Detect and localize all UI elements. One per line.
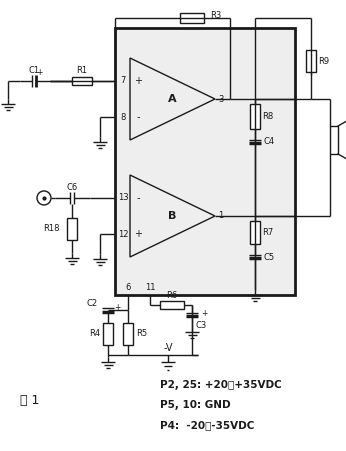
Text: P4:  -20～-35VDC: P4: -20～-35VDC — [160, 420, 254, 430]
Bar — [160, 301, 184, 309]
Text: R9: R9 — [318, 56, 329, 65]
Bar — [180, 13, 204, 23]
Text: R6: R6 — [166, 290, 177, 299]
Text: P2, 25: +20～+35VDC: P2, 25: +20～+35VDC — [160, 380, 282, 390]
Text: 13: 13 — [118, 193, 128, 202]
Text: C4: C4 — [263, 138, 274, 147]
Bar — [103, 323, 113, 345]
Text: R1: R1 — [76, 66, 88, 75]
Text: 7: 7 — [120, 77, 126, 85]
Text: R7: R7 — [262, 228, 273, 237]
Text: 图 1: 图 1 — [20, 394, 39, 406]
Text: -: - — [136, 112, 140, 122]
Text: R18: R18 — [44, 225, 60, 234]
Text: 3: 3 — [218, 95, 224, 103]
Text: 6: 6 — [125, 282, 131, 291]
Bar — [250, 221, 260, 244]
Text: 1: 1 — [218, 212, 224, 221]
Bar — [306, 50, 316, 72]
Text: -V: -V — [163, 343, 173, 353]
Text: 8: 8 — [120, 113, 126, 121]
Text: P5, 10: GND: P5, 10: GND — [160, 400, 231, 410]
Bar — [330, 126, 338, 154]
Text: R8: R8 — [262, 112, 273, 121]
Text: +: + — [114, 303, 120, 312]
Text: C3: C3 — [195, 321, 206, 330]
Text: R3: R3 — [210, 10, 221, 19]
Text: 11: 11 — [145, 282, 155, 291]
Text: R4: R4 — [89, 330, 100, 339]
Text: R5: R5 — [136, 330, 147, 339]
Text: C1: C1 — [28, 66, 39, 75]
Text: C6: C6 — [66, 184, 78, 193]
Text: +: + — [201, 308, 207, 318]
Bar — [72, 77, 92, 85]
Text: C5: C5 — [263, 253, 274, 262]
Text: +: + — [36, 69, 42, 78]
Text: +: + — [134, 229, 142, 239]
Text: A: A — [168, 94, 177, 104]
Text: +: + — [134, 76, 142, 86]
Bar — [67, 218, 77, 240]
Bar — [123, 323, 133, 345]
Bar — [115, 28, 295, 295]
Text: C2: C2 — [87, 299, 98, 308]
Text: 12: 12 — [118, 230, 128, 239]
Bar — [250, 104, 260, 129]
Text: B: B — [168, 211, 177, 221]
Text: -: - — [136, 193, 140, 203]
